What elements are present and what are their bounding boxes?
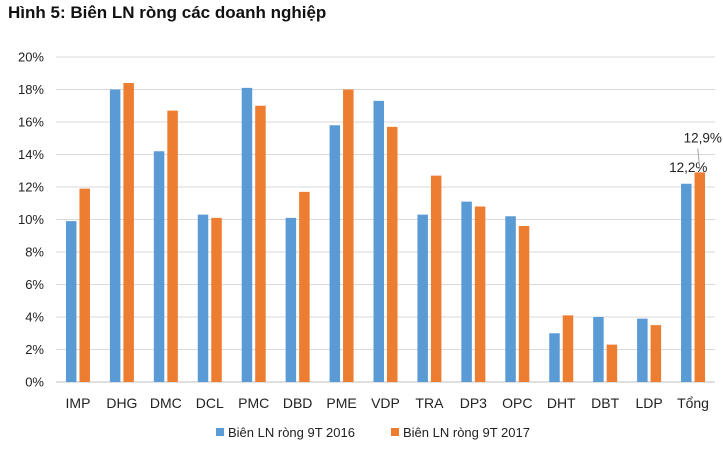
data-label-tong-2016: 12,2% [669,160,707,175]
bar-dht-series-1 [549,333,560,382]
bar-vdp-series-1 [373,100,384,382]
bar-dht-series-2 [562,315,574,382]
y-tick-label: 0% [25,375,44,390]
x-category-label: DMC [150,395,182,411]
bar-imp-series-1 [65,221,77,382]
y-tick-label: 10% [18,212,44,227]
y-axis-ticks: 0% 2% 4% 6% 8% 10% 12% 14% 16% 18% 20% [18,50,44,390]
y-tick-label: 2% [25,342,44,357]
bar-dmc-series-1 [153,151,165,382]
data-labels: 12,2% 12,9% [669,130,722,174]
x-category-label: PME [326,395,356,411]
bar-opc-series-1 [505,216,516,382]
bar-tổng-series-1 [681,183,692,382]
legend-label: Biên LN ròng 9T 2017 [403,425,530,440]
x-category-label: TRA [415,395,444,411]
bar-tra-series-2 [430,175,442,382]
y-tick-label: 14% [18,147,44,162]
bar-imp-series-2 [79,188,90,382]
bar-vdp-series-2 [387,126,398,382]
x-category-label: DHG [106,395,137,411]
x-category-label: IMP [66,395,91,411]
legend-swatch [391,428,399,436]
x-category-label: VDP [371,395,400,411]
bar-pme-series-1 [329,125,341,382]
bar-pmc-series-1 [241,87,253,382]
gridlines [56,56,715,383]
y-tick-label: 12% [18,180,44,195]
x-category-label: DP3 [460,395,487,411]
y-tick-label: 16% [18,115,44,130]
x-category-label: Tổng [677,395,709,411]
bar-dbd-series-1 [285,217,297,382]
x-category-label: DCL [196,395,224,411]
bars [65,83,706,382]
bar-dhg-series-1 [109,89,121,382]
bar-dbt-series-1 [593,317,604,382]
bar-tổng-series-2 [694,172,706,382]
bar-pme-series-2 [343,89,354,382]
bar-dmc-series-2 [167,110,178,382]
legend: Biên LN ròng 9T 2016 Biên LN ròng 9T 2017 [216,425,530,440]
x-category-label: DBT [591,395,619,411]
x-category-label: LDP [635,395,662,411]
y-tick-label: 6% [25,277,44,292]
x-category-label: PMC [238,395,269,411]
y-tick-label: 8% [25,245,44,260]
y-tick-label: 4% [25,310,44,325]
y-tick-label: 20% [18,50,44,65]
x-category-label: DBD [283,395,313,411]
leader-line [697,148,701,170]
bar-dcl-series-2 [211,217,222,382]
bar-pmc-series-2 [255,105,266,382]
bar-tra-series-1 [417,214,428,382]
bar-ldp-series-2 [650,325,662,382]
legend-swatch [216,428,224,436]
y-tick-label: 18% [18,82,44,97]
legend-label: Biên LN ròng 9T 2016 [228,425,355,440]
bar-dcl-series-1 [197,214,209,382]
bar-dbd-series-2 [299,191,310,382]
chart-title: Hình 5: Biên LN ròng các doanh nghiệp [8,3,327,22]
bar-dbt-series-2 [606,344,618,382]
bar-dp3-series-2 [474,206,486,382]
bar-dp3-series-1 [461,201,472,382]
bar-dhg-series-2 [123,83,134,382]
bar-opc-series-2 [518,226,530,382]
data-label-tong-2017: 12,9% [684,130,722,145]
bar-ldp-series-1 [637,318,648,382]
x-category-label: OPC [502,395,532,411]
x-category-label: DHT [547,395,576,411]
x-axis-categories: IMP DHG DMC DCL PMC DBD PME VDP TRA DP3 OPC DHT DBT L… [66,395,709,411]
